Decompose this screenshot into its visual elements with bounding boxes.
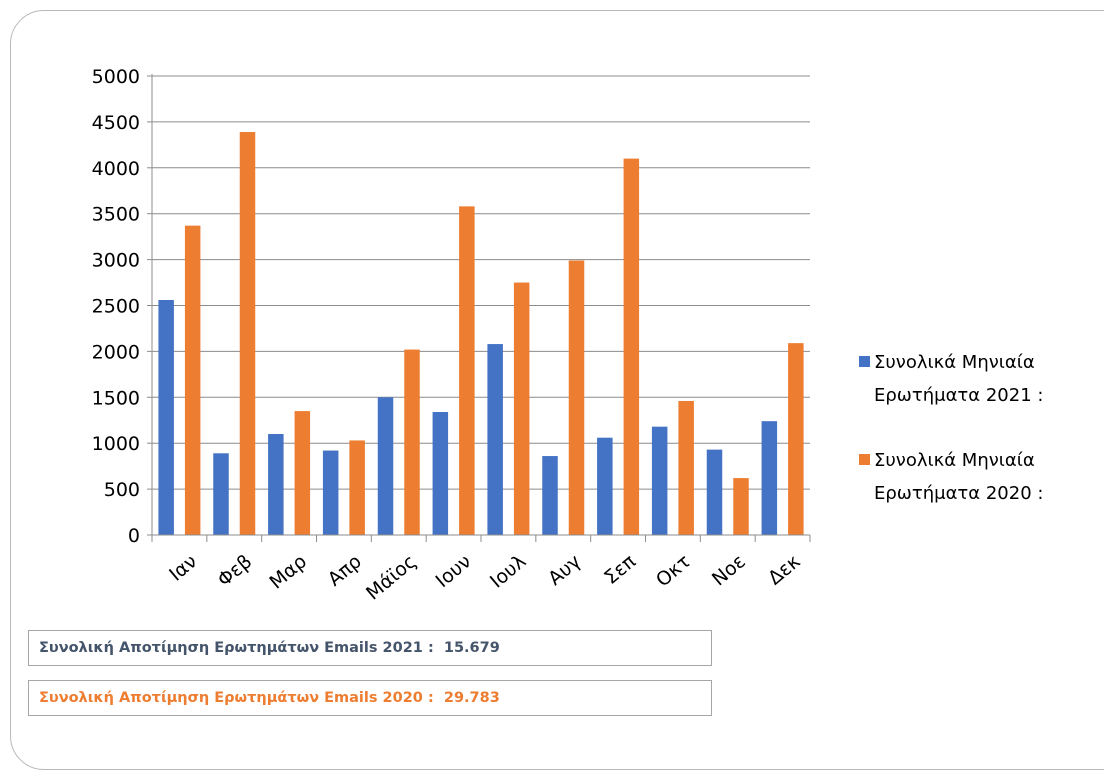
- bar-2020-6: [513, 282, 530, 535]
- x-tick-label: Μάϊος: [362, 550, 421, 604]
- x-tick-label: Απρ: [324, 550, 366, 590]
- x-tick-label: Ιουν: [432, 550, 476, 592]
- bar-2021-6: [487, 344, 503, 535]
- bar-2020-3: [349, 440, 365, 535]
- y-tick-label: 5000: [92, 66, 140, 88]
- bar-2020-5: [459, 206, 475, 535]
- bar-2020-4: [404, 349, 420, 535]
- bar-2021-9: [651, 426, 668, 535]
- gridlines: [152, 75, 810, 490]
- bar-2021-8: [597, 437, 613, 535]
- bar-2021-1: [213, 453, 229, 535]
- bar-2020-0: [184, 225, 201, 535]
- bar-2021-4: [377, 397, 394, 535]
- summary-2021-box: Συνολική Αποτίμηση Ερωτημάτων Emails 202…: [28, 630, 712, 666]
- bar-2020-2: [294, 411, 311, 535]
- legend-label-2021: Συνολικά Μηνιαία: [874, 352, 1035, 373]
- x-tick-label: Ιουλ: [486, 550, 530, 592]
- legend-label-2020: Ερωτήματα 2020 :: [874, 483, 1043, 504]
- x-tick-label: Φεβ: [213, 550, 256, 591]
- y-tick-label: 1500: [92, 387, 140, 409]
- summary-2020-label: Συνολική Αποτίμηση Ερωτημάτων Emails 202…: [39, 690, 434, 706]
- x-tick-label: Ιαν: [165, 550, 201, 585]
- summary-2020-value: 29.783: [443, 690, 500, 706]
- x-tick-label: Μαρ: [265, 550, 311, 593]
- bar-2021-11: [761, 421, 778, 535]
- y-tick-label: 1000: [92, 433, 140, 455]
- y-tick-label: 4000: [92, 158, 140, 180]
- x-tick-label: Σεπ: [600, 550, 640, 589]
- legend-swatch-2021: [859, 356, 870, 367]
- bar-2020-1: [239, 131, 256, 536]
- y-tick-label: 2500: [92, 296, 140, 318]
- legend-swatch-2020: [859, 454, 870, 465]
- x-tick-label: Δεκ: [764, 550, 805, 589]
- x-tick-label: Αυγ: [544, 550, 585, 590]
- summary-2021-value: 15.679: [443, 640, 500, 656]
- bar-2021-0: [158, 299, 174, 535]
- summary-2021-label: Συνολική Αποτίμηση Ερωτημάτων Emails 202…: [39, 640, 434, 656]
- legend-label-2020: Συνολικά Μηνιαία: [874, 450, 1035, 471]
- bar-2021-3: [322, 450, 339, 535]
- y-tick-labels: 0 500 1000 1500 2000 2500 3000 3500 4000 4500 5000: [92, 66, 140, 547]
- y-tick-label: 3500: [92, 204, 140, 226]
- bar-chart: 0 500 1000 1500 2000 2500 3000 3500 4000 4500 5000…: [92, 66, 1044, 605]
- y-tick-label: 3000: [92, 250, 140, 272]
- x-tick-label: Οκτ: [652, 550, 695, 591]
- legend: Συνολικά Μηνιαία Ερωτήματα 2021 : Συνολικά…: [859, 352, 1043, 504]
- y-tick-label: 2000: [92, 341, 140, 363]
- bar-2020-9: [678, 400, 694, 535]
- axes: [147, 74, 811, 542]
- bars: [158, 131, 804, 536]
- x-tick-label: Νοε: [708, 550, 750, 590]
- bar-2020-7: [568, 260, 585, 535]
- summary-2020-box: Συνολική Αποτίμηση Ερωτημάτων Emails 202…: [28, 680, 712, 716]
- bar-2020-10: [733, 478, 749, 535]
- bar-2021-5: [432, 411, 449, 535]
- y-tick-label: 0: [128, 525, 140, 547]
- y-tick-label: 500: [104, 479, 140, 501]
- bar-2021-7: [542, 456, 558, 535]
- bar-2021-2: [268, 434, 284, 535]
- bar-2020-11: [788, 343, 804, 535]
- bar-2020-8: [623, 158, 640, 535]
- legend-label-2021: Ερωτήματα 2021 :: [874, 385, 1043, 406]
- y-tick-label: 4500: [92, 112, 140, 134]
- bar-2021-10: [706, 449, 723, 535]
